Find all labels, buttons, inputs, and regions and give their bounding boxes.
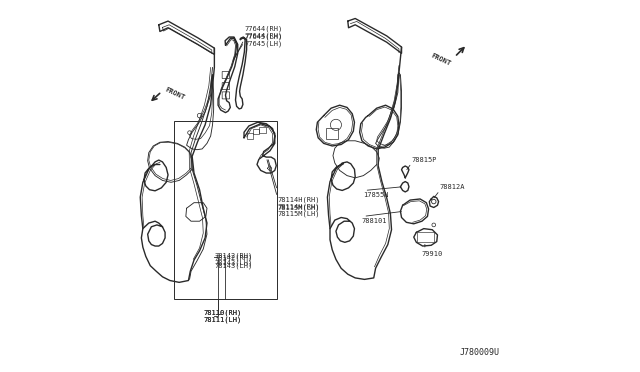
Text: 79910: 79910 [421, 251, 442, 257]
Text: 78142(RH)
78143(LH): 78142(RH) 78143(LH) [214, 252, 253, 266]
Text: 78114H(RH)
78115M(LH): 78114H(RH) 78115M(LH) [277, 197, 320, 211]
Text: 77644(RH)
77645(LH): 77644(RH) 77645(LH) [244, 33, 282, 46]
Bar [417, 232, 434, 242]
Text: 78142(RH)
78143(LH): 78142(RH) 78143(LH) [214, 255, 253, 269]
Text: FRONT: FRONT [164, 87, 186, 101]
Bar [173, 121, 277, 299]
Text: J780009U: J780009U [460, 348, 500, 357]
Text: 78815P: 78815P [412, 157, 437, 163]
Text: 17855N: 17855N [364, 192, 389, 198]
Bar [253, 129, 259, 134]
Bar [326, 128, 338, 138]
Text: 78110(RH)
78111(LH): 78110(RH) 78111(LH) [204, 310, 241, 324]
Text: 78812A: 78812A [440, 185, 465, 190]
Bar [259, 127, 266, 133]
Text: 78114H(RH)
78115M(LH): 78114H(RH) 78115M(LH) [277, 203, 320, 217]
Text: 78110(RH)
78111(LH): 78110(RH) 78111(LH) [204, 310, 241, 324]
Text: 788101: 788101 [362, 218, 387, 224]
Text: 77644(RH)
77645(LH): 77644(RH) 77645(LH) [244, 26, 282, 39]
Bar [247, 134, 253, 139]
Text: FRONT: FRONT [430, 53, 452, 67]
